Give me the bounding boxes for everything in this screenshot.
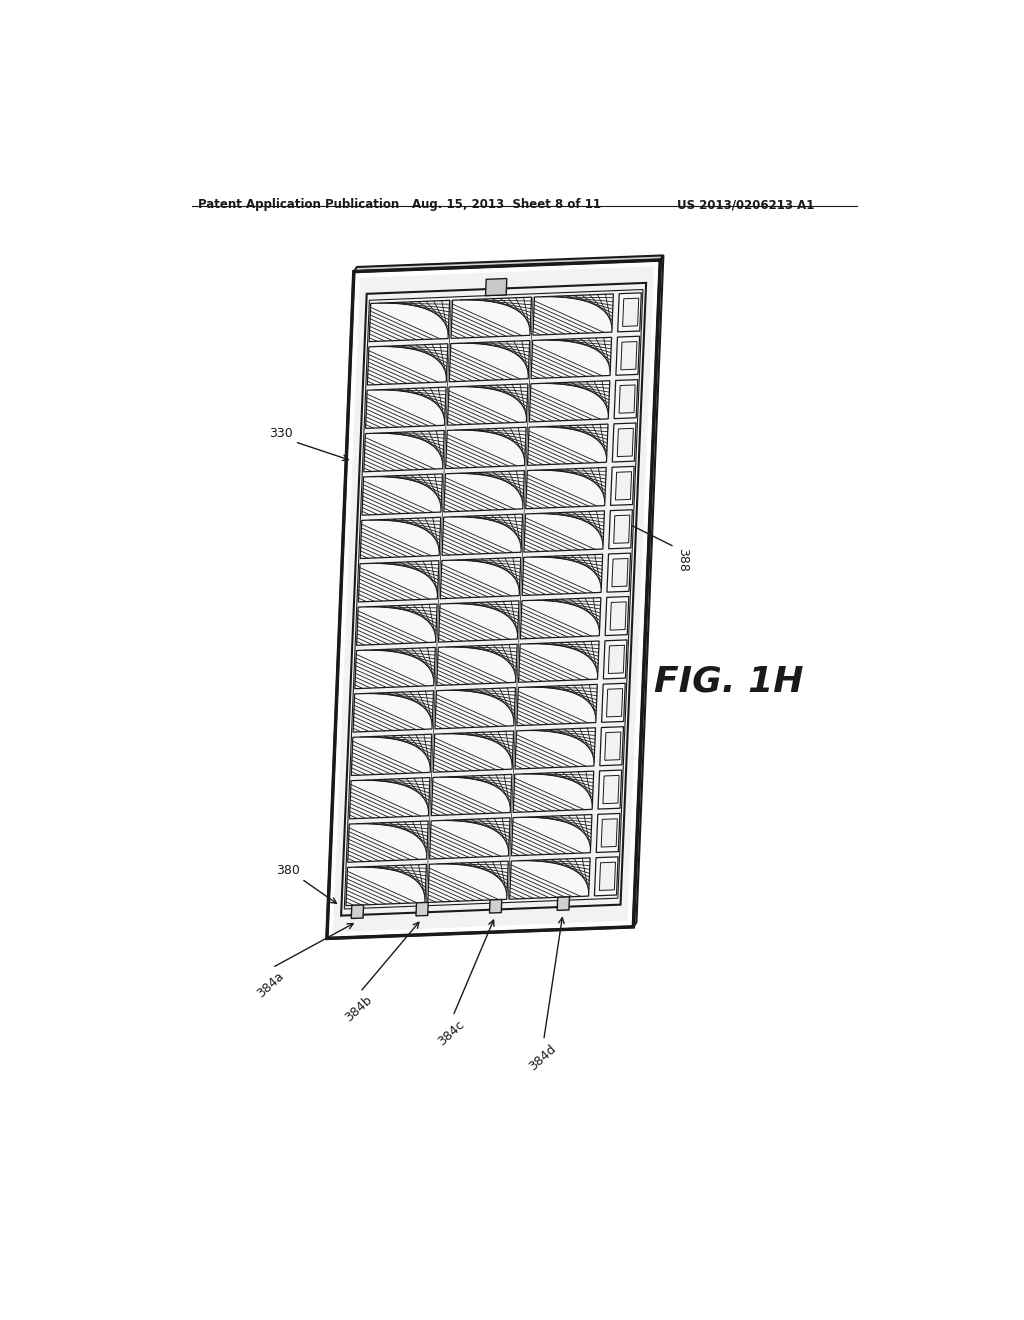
Polygon shape (596, 813, 620, 853)
Polygon shape (438, 601, 519, 642)
Polygon shape (615, 337, 640, 375)
Polygon shape (617, 428, 634, 457)
Polygon shape (362, 474, 442, 515)
Polygon shape (518, 642, 599, 682)
Polygon shape (354, 256, 664, 272)
Polygon shape (433, 731, 514, 772)
Polygon shape (369, 301, 450, 342)
Text: 380: 380 (276, 865, 300, 878)
Polygon shape (522, 554, 603, 595)
Polygon shape (364, 430, 444, 471)
Polygon shape (447, 384, 528, 425)
Polygon shape (351, 906, 364, 919)
Polygon shape (451, 297, 531, 338)
Polygon shape (489, 899, 502, 913)
Polygon shape (356, 605, 437, 645)
Polygon shape (620, 385, 635, 413)
Polygon shape (610, 602, 627, 630)
Polygon shape (358, 561, 439, 602)
Polygon shape (608, 510, 633, 549)
Polygon shape (520, 598, 601, 639)
Polygon shape (608, 645, 625, 673)
Text: Aug. 15, 2013  Sheet 8 of 11: Aug. 15, 2013 Sheet 8 of 11 (412, 198, 601, 211)
Polygon shape (511, 814, 592, 855)
Polygon shape (349, 777, 430, 818)
Polygon shape (360, 517, 440, 558)
Polygon shape (610, 466, 634, 506)
Polygon shape (346, 865, 426, 906)
Polygon shape (366, 387, 446, 429)
Polygon shape (442, 513, 522, 556)
Polygon shape (612, 422, 636, 462)
Polygon shape (353, 690, 433, 733)
Polygon shape (431, 775, 512, 816)
Polygon shape (517, 684, 597, 726)
Polygon shape (605, 733, 621, 760)
Polygon shape (440, 557, 521, 599)
Text: 384a: 384a (255, 969, 287, 1001)
Text: FIG. 1H: FIG. 1H (654, 665, 804, 700)
Polygon shape (613, 515, 630, 544)
Polygon shape (341, 282, 646, 916)
Polygon shape (612, 558, 628, 586)
Polygon shape (368, 343, 447, 385)
Polygon shape (600, 727, 624, 766)
Polygon shape (606, 689, 623, 717)
Polygon shape (450, 341, 529, 381)
Polygon shape (623, 298, 639, 326)
Polygon shape (615, 471, 632, 500)
Polygon shape (601, 818, 617, 847)
Polygon shape (435, 688, 515, 729)
Text: Patent Application Publication: Patent Application Publication (199, 198, 399, 211)
Polygon shape (443, 471, 524, 512)
Polygon shape (445, 428, 526, 469)
Polygon shape (607, 553, 631, 593)
Polygon shape (416, 903, 428, 916)
Polygon shape (513, 771, 594, 812)
Polygon shape (599, 862, 615, 891)
Polygon shape (603, 775, 620, 804)
Polygon shape (614, 380, 638, 418)
Polygon shape (595, 857, 618, 896)
Text: US 2013/0206213 A1: US 2013/0206213 A1 (677, 198, 815, 211)
Text: 330: 330 (269, 428, 293, 441)
Polygon shape (617, 293, 641, 331)
Polygon shape (532, 294, 613, 335)
Text: 384b: 384b (342, 994, 375, 1024)
Polygon shape (598, 770, 622, 809)
Polygon shape (557, 896, 569, 911)
Polygon shape (531, 338, 611, 379)
Polygon shape (436, 644, 517, 685)
Polygon shape (525, 467, 606, 508)
Polygon shape (510, 858, 590, 899)
Polygon shape (524, 511, 604, 552)
Polygon shape (351, 734, 432, 775)
Polygon shape (430, 818, 510, 859)
Text: 384d: 384d (526, 1041, 558, 1073)
Polygon shape (527, 424, 608, 466)
Text: 388: 388 (676, 549, 689, 573)
Polygon shape (634, 256, 664, 927)
Polygon shape (428, 861, 508, 903)
Polygon shape (529, 380, 610, 422)
Polygon shape (355, 647, 435, 689)
Polygon shape (485, 279, 507, 296)
Polygon shape (333, 267, 654, 932)
Polygon shape (621, 342, 637, 370)
Polygon shape (348, 821, 428, 862)
Polygon shape (603, 640, 627, 678)
Polygon shape (605, 597, 629, 635)
Polygon shape (602, 684, 626, 722)
Polygon shape (515, 727, 596, 770)
Text: 384c: 384c (435, 1018, 467, 1048)
